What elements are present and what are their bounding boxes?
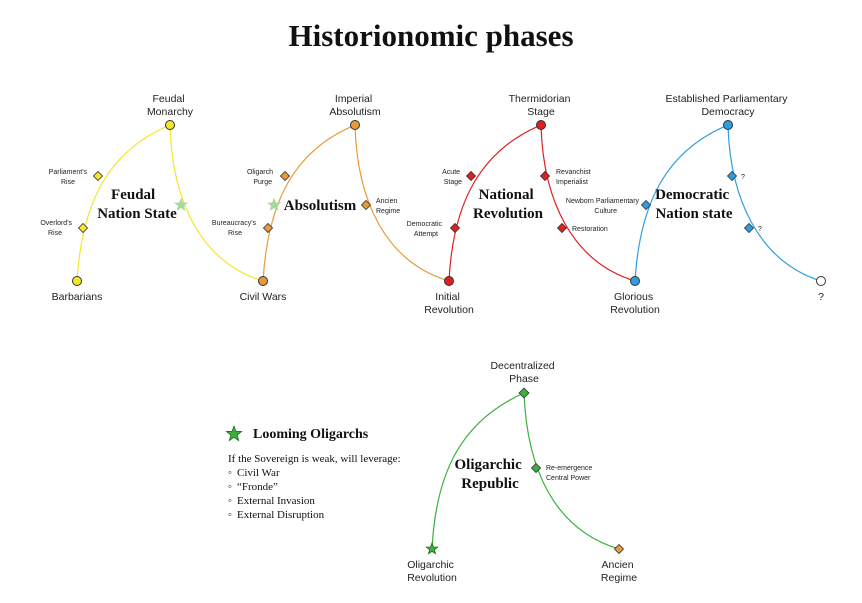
restoration-label: Restoration <box>572 226 608 233</box>
democratic-attempt-label: Democratic Attempt <box>407 221 444 238</box>
ancien-regime-small-marker <box>360 199 372 211</box>
parliaments-rise-label: Parliament's Rise <box>49 169 89 186</box>
oligarchic-phase-title: Oligarchic Republic <box>455 457 526 492</box>
democratic-rise-curve <box>634 124 729 282</box>
q1-marker <box>726 170 738 182</box>
newborn-culture-label: Newborn Parliamentary Culture <box>566 198 641 215</box>
legend-item: External Disruption <box>237 509 325 521</box>
legend-bullet-icon: ◦ <box>228 495 232 507</box>
decentralized-phase-label: Decentralized Phase <box>490 360 557 385</box>
bureaucracys-rise-marker <box>262 222 274 234</box>
oligarch-purge-marker <box>279 170 291 182</box>
q2-marker <box>743 222 755 234</box>
revanchist-imperialist-label: Revanchist Imperialist <box>556 169 593 186</box>
revanchist-imperialist-marker <box>539 170 551 182</box>
thermidorian-stage-node <box>536 120 546 130</box>
imperial-absolutism-label: Imperial Absolutism <box>329 93 381 118</box>
democratic-phase-title: Democratic Nation state <box>655 187 733 222</box>
legend-item: External Invasion <box>237 495 315 507</box>
legend-item: Civil War <box>237 467 280 479</box>
page-title: Historionomic phases <box>288 18 573 53</box>
restoration-marker <box>556 222 568 234</box>
initial-revolution-node <box>444 276 454 286</box>
parliaments-rise-marker <box>92 170 104 182</box>
absolutism-rise-curve <box>262 124 356 282</box>
ancien-regime-marker <box>613 543 625 555</box>
barbarians-label: Barbarians <box>52 291 103 303</box>
feudal-monarchy-label: Feudal Monarchy <box>147 93 194 118</box>
feudal-rise-curve <box>76 124 171 282</box>
oligarchic-fall-curve <box>523 392 620 550</box>
feudal-looming-star-icon <box>173 197 189 211</box>
legend-title: Looming Oligarchs <box>253 427 369 442</box>
ancien-regime-label: Ancien Regime <box>601 559 637 584</box>
legend-bullet-icon: ◦ <box>228 481 232 493</box>
absolutism-phase-title: Absolutism <box>284 198 357 214</box>
unknown-end-node <box>816 276 826 286</box>
q1-label: ? <box>741 174 745 181</box>
national-rise-curve <box>448 124 542 282</box>
q2-label: ? <box>758 226 762 233</box>
legend-item: “Fronde” <box>237 481 278 493</box>
feudal-monarchy-node <box>165 120 175 130</box>
overlords-rise-label: Overlord's Rise <box>40 220 74 237</box>
oligarchic-revolution-label: Oligarchic Revolution <box>407 559 457 584</box>
bureaucracys-rise-label: Bureaucracy's Rise <box>212 220 258 237</box>
reemergence-marker <box>530 462 542 474</box>
democratic-fall-curve <box>727 124 822 282</box>
feudal-fall-curve <box>169 124 264 282</box>
national-phase-title: National Revolution <box>473 187 544 222</box>
established-democracy-label: Established Parliamentary Democracy <box>666 93 791 118</box>
absolutism-looming-star-icon <box>266 197 282 211</box>
absolutism-fall-curve <box>354 124 450 282</box>
legend-star-icon <box>225 424 243 442</box>
looming-oligarchs-legend: Looming Oligarchs If the Sovereign is we… <box>225 424 401 521</box>
barbarians-node <box>72 276 82 286</box>
acute-stage-label: Acute Stage <box>442 169 462 186</box>
reemergence-label: Re-emergence Central Power <box>546 465 594 482</box>
decentralized-phase-marker <box>518 387 530 399</box>
legend-bullet-icon: ◦ <box>228 509 232 521</box>
newborn-culture-marker <box>640 199 652 211</box>
acute-stage-marker <box>465 170 477 182</box>
oligarchic-revolution-star-icon <box>425 541 439 555</box>
overlords-rise-marker <box>77 222 89 234</box>
initial-revolution-label: Initial Revolution <box>424 291 474 316</box>
feudal-phase-title: Feudal Nation State <box>97 187 177 222</box>
legend-intro: If the Sovereign is weak, will leverage: <box>228 453 401 465</box>
oligarchic-rise-curve <box>431 392 525 550</box>
imperial-absolutism-node <box>350 120 360 130</box>
ancien-regime-small-label: Ancien Regime <box>376 198 400 215</box>
glorious-revolution-label: Glorious Revolution <box>610 291 660 316</box>
unknown-end-label: ? <box>818 291 824 303</box>
national-fall-curve <box>540 124 636 282</box>
established-democracy-node <box>723 120 733 130</box>
democratic-attempt-marker <box>449 222 461 234</box>
oligarch-purge-label: Oligarch Purge <box>247 169 275 186</box>
civil-wars-node <box>258 276 268 286</box>
glorious-revolution-node <box>630 276 640 286</box>
legend-bullet-icon: ◦ <box>228 467 232 479</box>
civil-wars-label: Civil Wars <box>240 291 287 303</box>
thermidorian-stage-label: Thermidorian Stage <box>509 93 574 118</box>
